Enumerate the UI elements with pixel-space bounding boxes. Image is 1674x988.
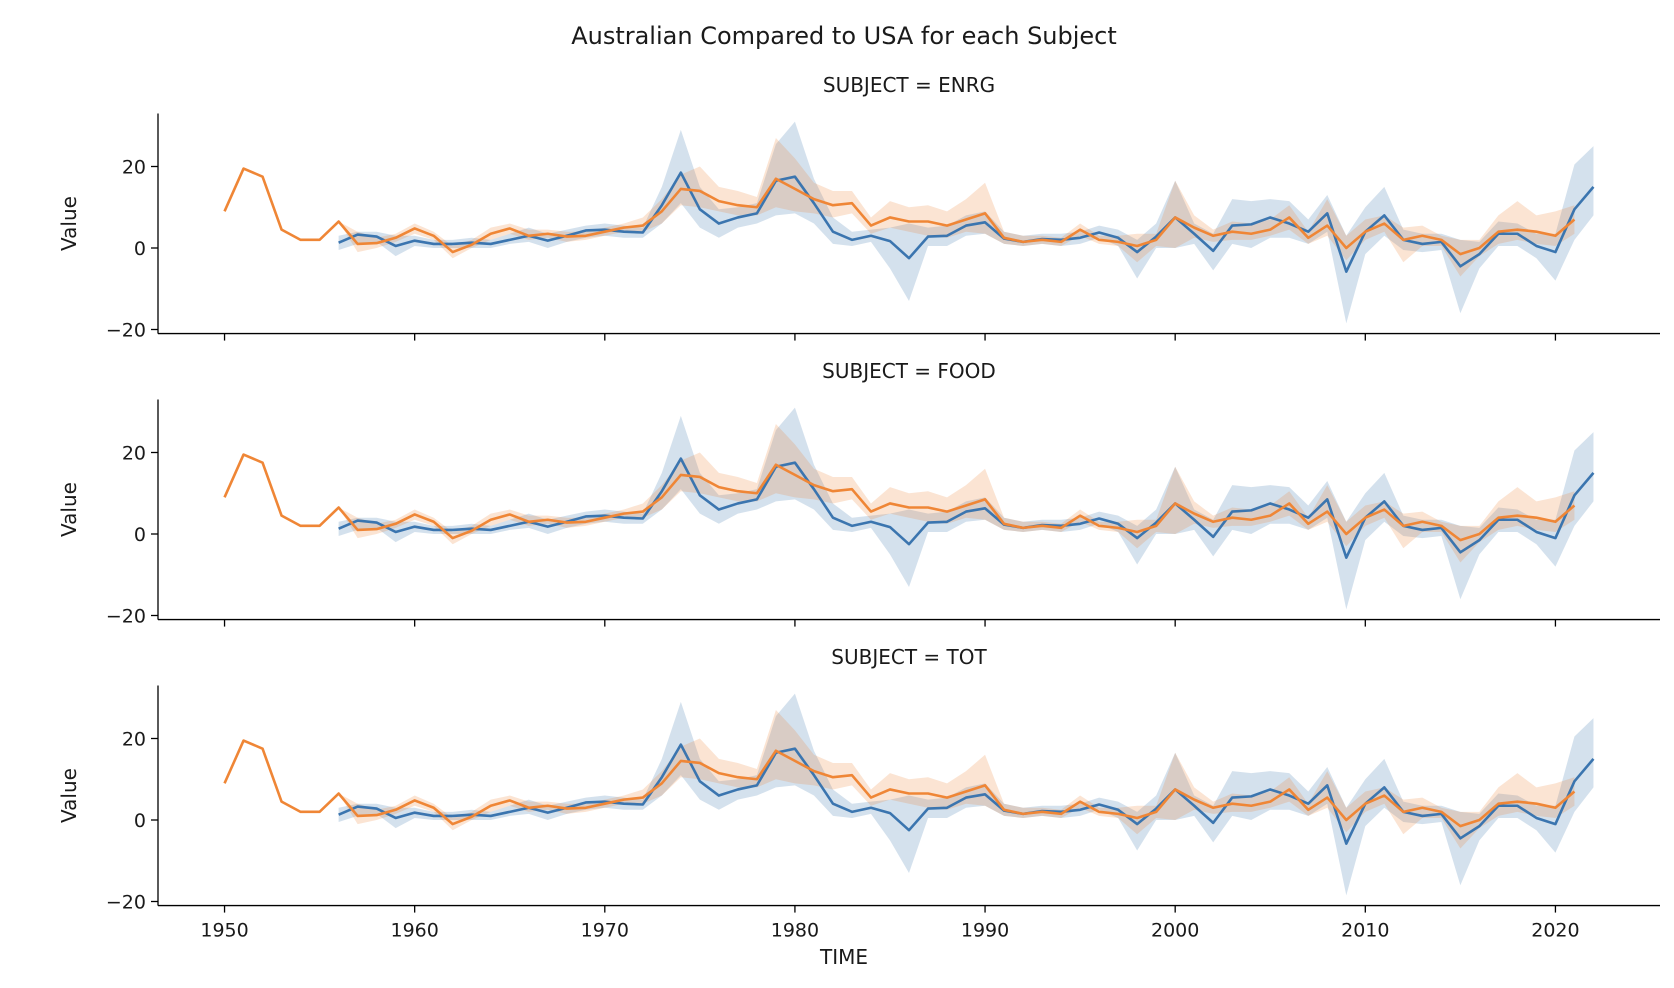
x-tick-label: 1990 xyxy=(961,920,1009,942)
panels: SUBJECT = ENRG Value −20 0 20 SUBJECT = FOOD V… xyxy=(57,73,1660,942)
confidence-band-orange xyxy=(224,709,1575,849)
series-line-blue xyxy=(338,743,1595,845)
x-axis-label: TIME xyxy=(819,945,868,969)
y-tick-label: 0 xyxy=(134,524,146,546)
y-tick-label: −20 xyxy=(106,606,146,628)
chart-title: Australian Compared to USA for each Subj… xyxy=(571,22,1117,50)
facet-panel: SUBJECT = FOOD Value −20 0 20 xyxy=(57,359,1660,628)
y-tick-label: 20 xyxy=(122,157,146,179)
confidence-band-blue xyxy=(338,407,1594,610)
series-line-orange xyxy=(223,739,1576,828)
y-axis-label: Value xyxy=(57,196,81,251)
series-line-blue xyxy=(338,457,1595,559)
series-line-orange xyxy=(223,453,1576,542)
y-tick-label: 20 xyxy=(122,443,146,465)
series-line-blue xyxy=(338,171,1595,273)
confidence-band-orange xyxy=(224,137,1575,277)
y-tick-label: 0 xyxy=(134,810,146,832)
x-tick-label: 1960 xyxy=(390,920,438,942)
panel-title: SUBJECT = ENRG xyxy=(823,73,995,97)
y-tick-label: −20 xyxy=(106,892,146,914)
x-tick-label: 2000 xyxy=(1151,920,1199,942)
y-tick-label: 0 xyxy=(134,238,146,260)
y-tick-label: −20 xyxy=(106,320,146,342)
confidence-band-blue xyxy=(338,121,1594,324)
facet-panel: SUBJECT = TOT Value −20 0 20 1950 1960 1970 1980… xyxy=(57,645,1660,942)
confidence-band-orange xyxy=(224,423,1575,563)
facet-panel: SUBJECT = ENRG Value −20 0 20 xyxy=(57,73,1660,342)
x-tick-label: 1970 xyxy=(581,920,629,942)
y-tick-label: 20 xyxy=(122,729,146,751)
x-tick-label: 1980 xyxy=(771,920,819,942)
panel-title: SUBJECT = TOT xyxy=(831,645,987,669)
confidence-band-blue xyxy=(338,693,1594,896)
panel-title: SUBJECT = FOOD xyxy=(822,359,996,383)
series-line-orange xyxy=(223,167,1576,256)
y-axis-label: Value xyxy=(57,768,81,823)
x-tick-label: 2020 xyxy=(1531,920,1579,942)
y-axis-label: Value xyxy=(57,482,81,537)
x-tick-label: 1950 xyxy=(200,920,248,942)
x-tick-label: 2010 xyxy=(1341,920,1389,942)
